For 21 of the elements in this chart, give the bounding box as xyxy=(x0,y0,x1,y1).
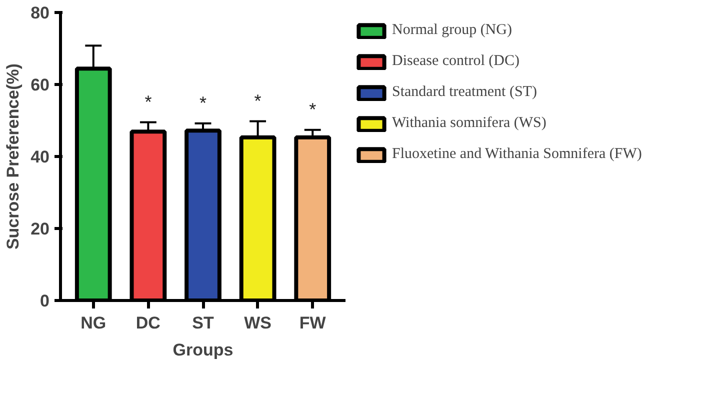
y-axis-title: Sucrose Preference(%) xyxy=(4,63,23,250)
x-tick-label: NG xyxy=(80,314,106,332)
x-tick-label: FW xyxy=(299,314,327,332)
annotation: * xyxy=(254,91,262,112)
legend-label: Fluoxetine and Withania Somnifera (FW) xyxy=(392,146,642,163)
x-tick-label: DC xyxy=(136,314,160,332)
y-tick-label: 80 xyxy=(30,4,50,22)
y-tick-label: 0 xyxy=(40,292,50,310)
legend-label: Disease control (DC) xyxy=(392,53,520,70)
x-tick-label: WS xyxy=(244,314,272,332)
legend-label: Standard treatment (ST) xyxy=(392,84,537,101)
annotation: * xyxy=(200,93,207,114)
legend-label: Withania somnifera (WS) xyxy=(392,115,546,132)
legend-label: Normal group (NG) xyxy=(392,22,512,39)
x-tick-label: ST xyxy=(192,314,214,332)
annotation: * xyxy=(309,100,316,120)
y-tick-label: 20 xyxy=(30,220,50,238)
y-tick-label: 60 xyxy=(30,76,50,94)
annotation: * xyxy=(144,92,152,112)
y-tick-label: 40 xyxy=(30,148,50,166)
x-axis-title: Groups xyxy=(172,340,234,360)
